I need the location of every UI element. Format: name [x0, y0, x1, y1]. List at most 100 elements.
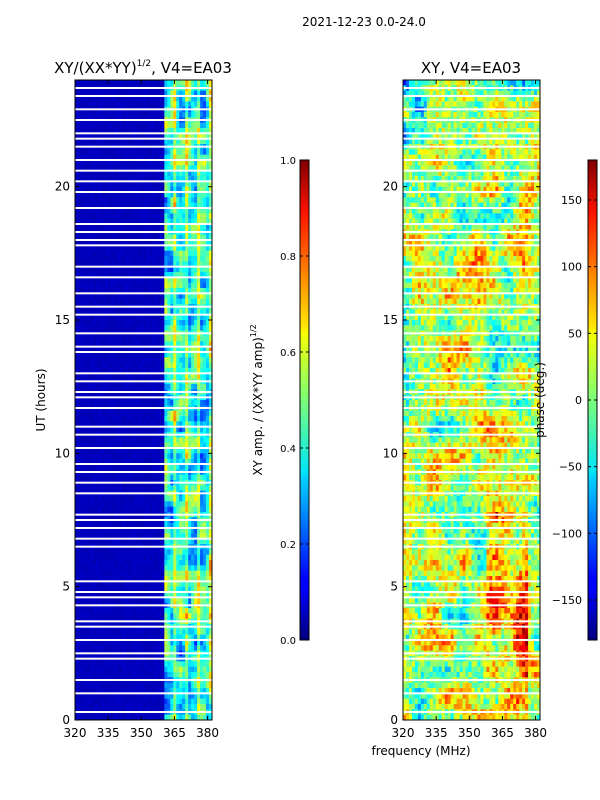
heatmap-cell [170, 645, 174, 652]
heatmap-cell [149, 218, 153, 225]
heatmap-cell [89, 554, 94, 561]
heatmap-cell [125, 581, 130, 588]
heatmap-cell [188, 437, 192, 444]
heatmap-cell [203, 224, 207, 230]
heatmap-cell [200, 165, 204, 172]
heatmap-cell [98, 101, 103, 108]
heatmap-cell [167, 197, 171, 204]
heatmap-cell [191, 629, 195, 636]
heatmap-cell [95, 592, 100, 598]
heatmap-cell [179, 186, 183, 193]
heatmap-cell [200, 437, 204, 444]
heatmap-cell [116, 410, 121, 417]
heatmap-cell [86, 538, 91, 545]
heatmap-cell [179, 368, 183, 374]
heatmap-cell [89, 538, 94, 545]
heatmap-cell [185, 240, 189, 246]
heatmap-cell [182, 437, 186, 444]
heatmap-cell [173, 208, 177, 214]
heatmap-cell [122, 384, 127, 390]
heatmap-cell [107, 464, 112, 470]
heatmap-cell [122, 80, 127, 86]
heatmap-cell [146, 522, 150, 529]
heatmap-cell [104, 384, 109, 390]
heatmap-cell [77, 448, 82, 454]
heatmap-cell [110, 160, 115, 166]
heatmap-cell [137, 234, 141, 241]
heatmap-cell [155, 362, 159, 369]
heatmap-cell [98, 554, 103, 561]
heatmap-cell [206, 208, 210, 214]
heatmap-cell [158, 442, 162, 449]
heatmap-cell [110, 213, 115, 220]
heatmap-cell [110, 341, 115, 348]
heatmap-cell [113, 181, 118, 188]
heatmap-cell [77, 570, 82, 577]
heatmap-cell [75, 560, 79, 566]
heatmap-cell [101, 154, 106, 161]
heatmap-cell [119, 197, 124, 204]
heatmap-cell [176, 218, 180, 225]
heatmap-cell [77, 202, 82, 209]
heatmap-cell [95, 400, 100, 406]
heatmap-cell [89, 464, 94, 470]
heatmap-cell [116, 282, 121, 289]
heatmap-cell [185, 218, 189, 225]
heatmap-cell [146, 474, 150, 481]
heatmap-cell [95, 453, 100, 460]
heatmap-cell [209, 362, 212, 369]
heatmap-cell [140, 218, 144, 225]
heatmap-cell [116, 261, 121, 268]
heatmap-cell [200, 277, 204, 284]
heatmap-cell [143, 277, 147, 284]
heatmap-cell [113, 250, 118, 257]
heatmap-cell [167, 112, 171, 118]
heatmap-cell [128, 458, 132, 465]
heatmap-cell [203, 400, 207, 406]
heatmap-cell [191, 309, 195, 316]
heatmap-cell [167, 282, 171, 289]
heatmap-cell [194, 192, 198, 198]
heatmap-cell [197, 586, 201, 593]
heatmap-cell [146, 96, 150, 102]
heatmap-cell [98, 298, 103, 305]
heatmap-cell [197, 453, 201, 460]
heatmap-cell [110, 554, 115, 561]
heatmap-cell [89, 410, 94, 417]
heatmap-cell [101, 496, 106, 502]
heatmap-cell [131, 138, 135, 145]
heatmap-cell [188, 218, 192, 225]
heatmap-cell [125, 138, 130, 145]
heatmap-cell [161, 485, 165, 492]
heatmap-cell [173, 245, 177, 252]
heatmap-cell [137, 101, 141, 108]
heatmap-cell [149, 128, 153, 134]
heatmap-cell [104, 597, 109, 604]
heatmap-cell [95, 90, 100, 97]
heatmap-cell [143, 192, 147, 198]
heatmap-cell [122, 288, 127, 294]
heatmap-cell [122, 261, 127, 268]
heatmap-cell [197, 613, 201, 620]
heatmap-cell [158, 341, 162, 348]
heatmap-cell [128, 234, 132, 241]
heatmap-cell [200, 576, 204, 582]
heatmap-cell [77, 362, 82, 369]
heatmap-cell [188, 165, 192, 172]
heatmap-cell [89, 421, 94, 428]
heatmap-cell [197, 645, 201, 652]
heatmap-cell [203, 592, 207, 598]
heatmap-cell [131, 197, 135, 204]
heatmap-cell [101, 224, 106, 230]
heatmap-cell [134, 640, 138, 646]
heatmap-cell [122, 250, 127, 257]
heatmap-cell [92, 533, 97, 540]
heatmap-cell [176, 640, 180, 646]
heatmap-cell [77, 170, 82, 177]
heatmap-cell [206, 256, 210, 262]
heatmap-cell [89, 208, 94, 214]
heatmap-cell [146, 528, 150, 534]
heatmap-cell [95, 138, 100, 145]
heatmap-cell [137, 80, 141, 86]
heatmap-cell [86, 160, 91, 166]
